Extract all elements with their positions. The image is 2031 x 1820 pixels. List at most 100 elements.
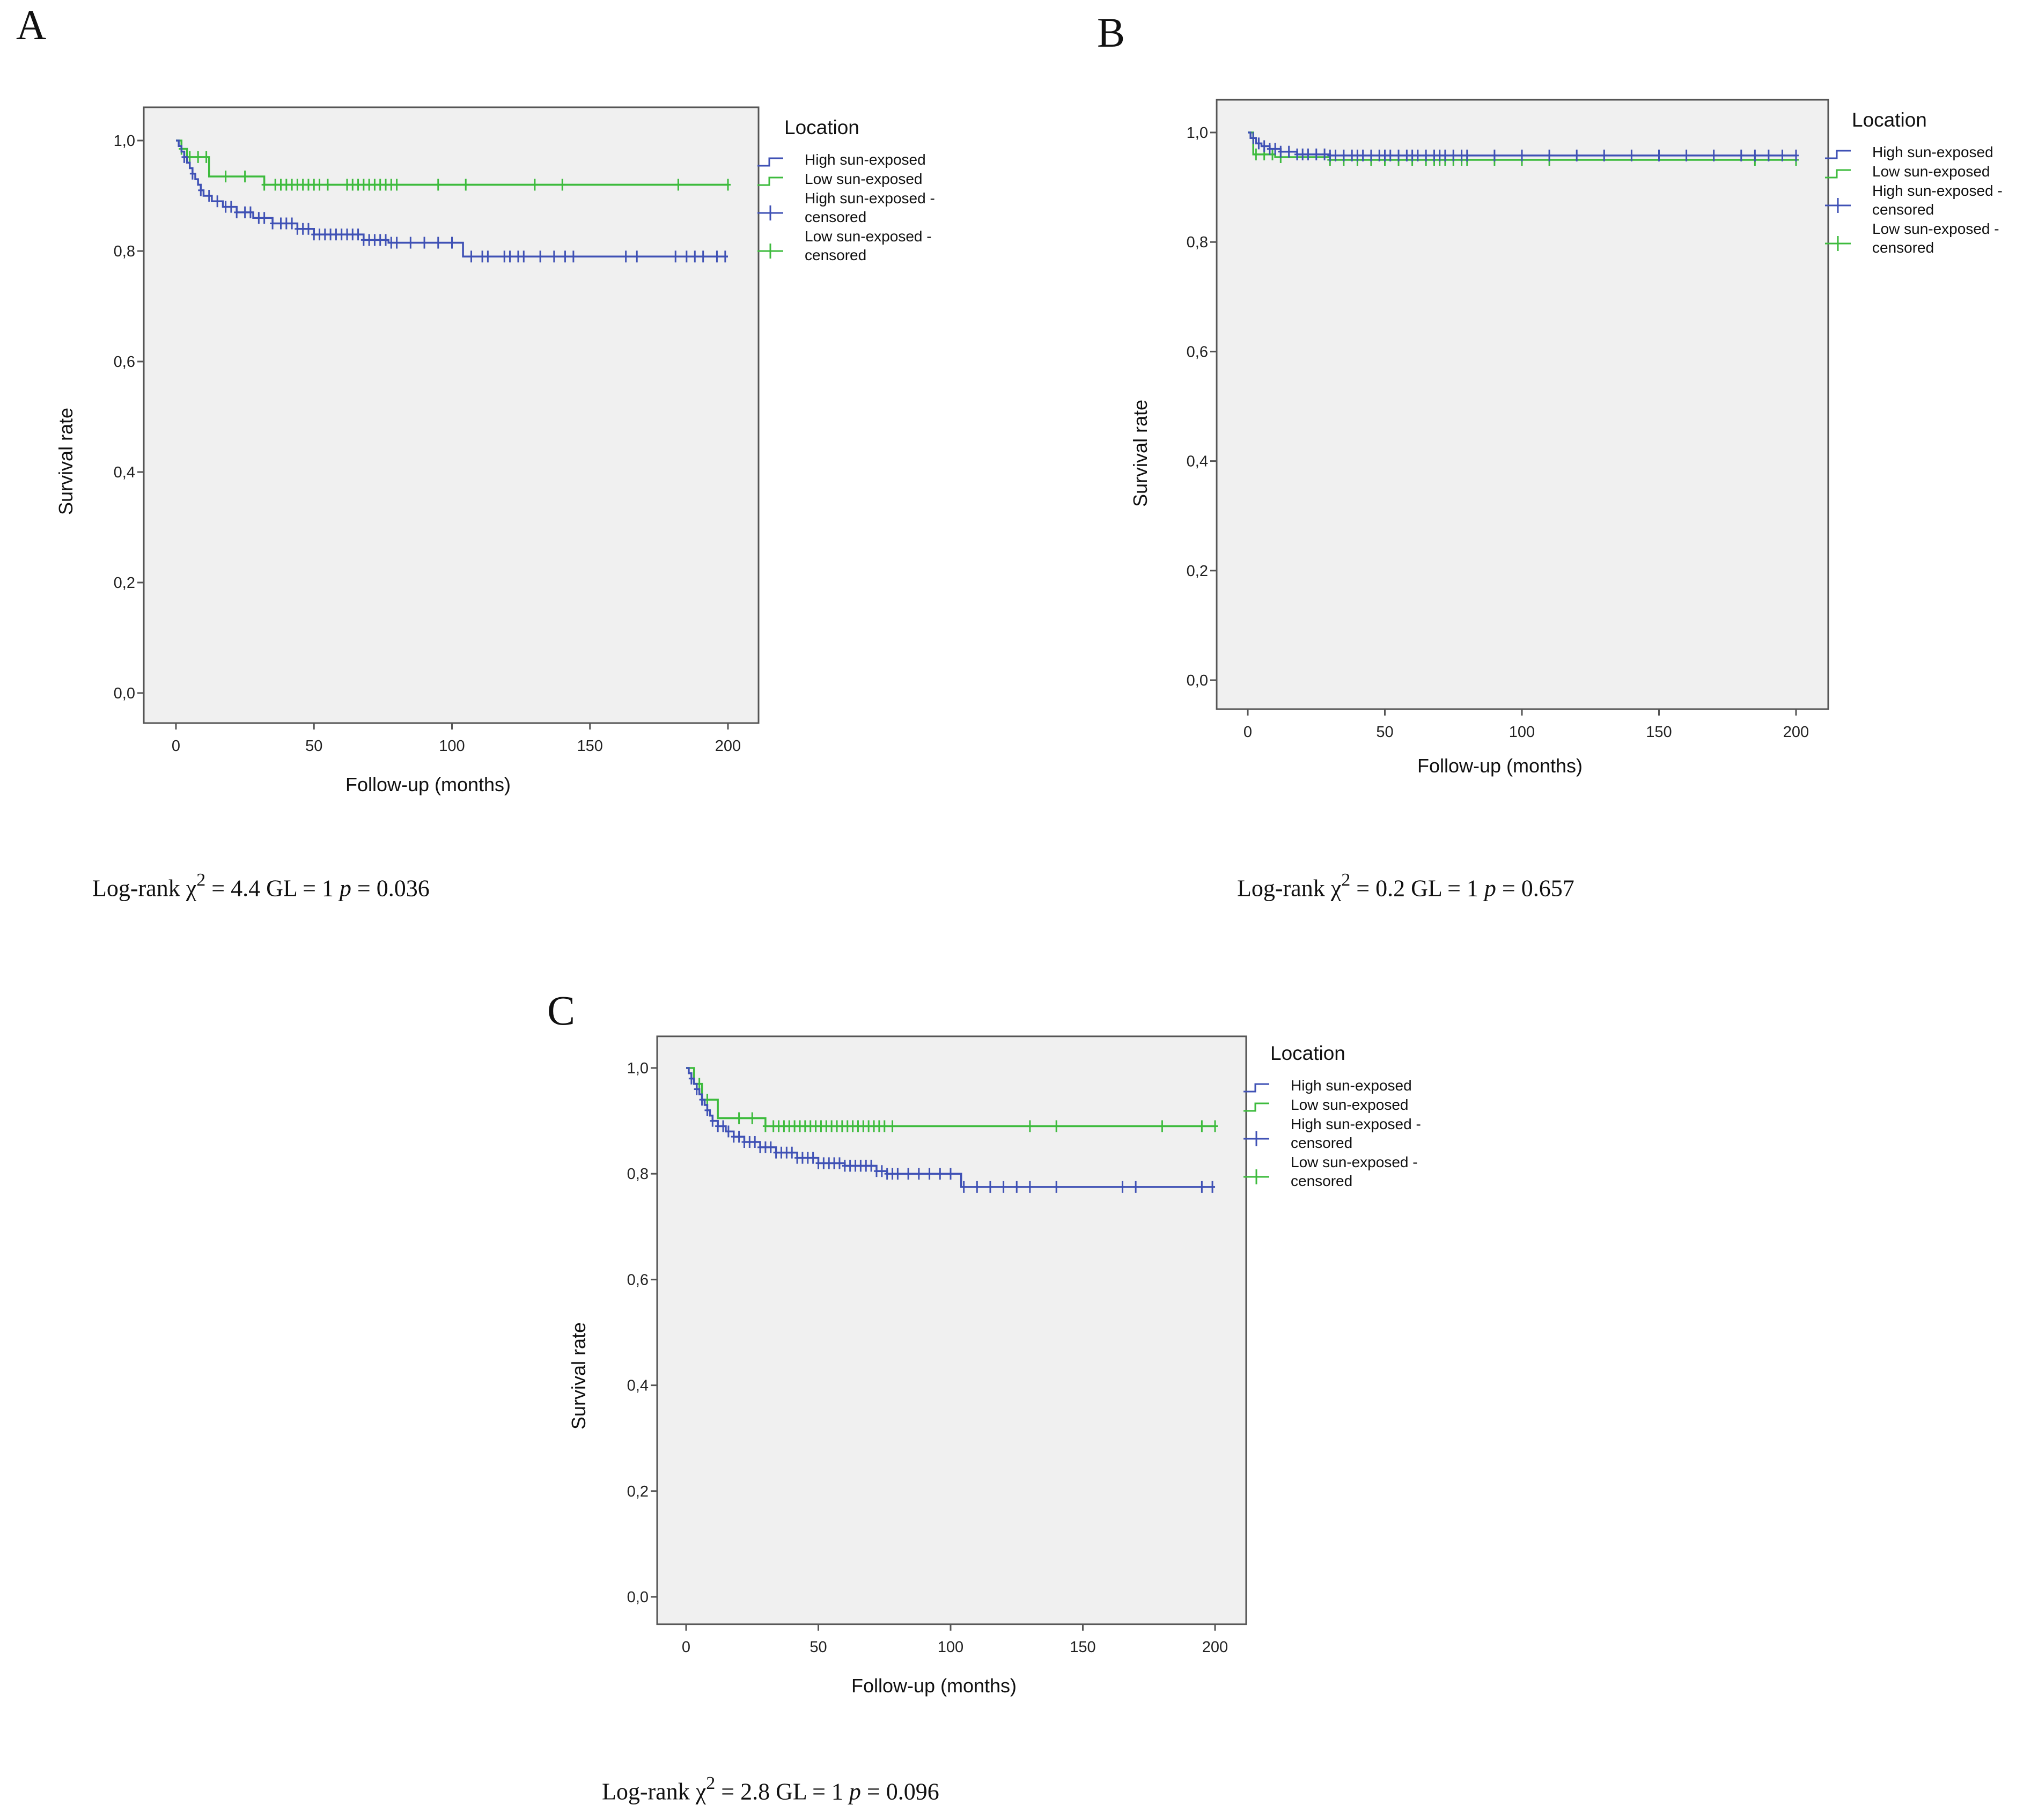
censor-mark-low-a-16 — [325, 179, 330, 191]
censor-mark-high-b-37 — [1601, 149, 1607, 161]
censor-mark-high-a-16 — [295, 223, 300, 235]
legend-title-b: Location — [1852, 109, 1927, 131]
censor-mark-low-b-2 — [1269, 148, 1275, 160]
censor-mark-high-a-15 — [289, 217, 295, 230]
legend-entry-line-a-2-0: High sun-exposed - — [805, 190, 935, 207]
censor-mark-low-c-10 — [797, 1120, 803, 1132]
censor-mark-high-a-17 — [300, 223, 306, 235]
censor-mark-high-c-13 — [757, 1141, 763, 1153]
censor-mark-high-b-21 — [1387, 149, 1393, 161]
censor-mark-low-c-5 — [770, 1120, 776, 1132]
censor-mark-low-c-22 — [860, 1120, 866, 1132]
censor-mark-high-c-14 — [762, 1141, 768, 1153]
censor-mark-high-a-0 — [181, 151, 187, 163]
censor-mark-low-c-25 — [876, 1120, 882, 1132]
censor-mark-high-c-11 — [747, 1136, 753, 1148]
y-tick-label-c-1: 0,2 — [627, 1483, 649, 1500]
censor-mark-high-a-41 — [485, 250, 491, 263]
censor-mark-low-c-7 — [781, 1120, 787, 1132]
censor-mark-low-a-28 — [463, 179, 469, 191]
censor-mark-high-b-14 — [1341, 149, 1346, 161]
legend-symbol-c-1 — [1243, 1102, 1269, 1112]
censor-mark-low-a-18 — [350, 179, 356, 191]
censor-mark-low-c-16 — [829, 1120, 835, 1132]
y-tick-label-c-0: 0,0 — [627, 1589, 649, 1606]
censor-mark-low-a-12 — [300, 179, 306, 191]
censor-mark-high-a-53 — [683, 250, 689, 263]
legend-symbol-b-0 — [1825, 150, 1851, 159]
censor-mark-low-c-18 — [839, 1120, 845, 1132]
censor-mark-high-c-5 — [715, 1120, 721, 1132]
censor-mark-high-a-21 — [322, 229, 328, 241]
legend-entry-line-c-3-0: Low sun-exposed - — [1291, 1154, 1418, 1170]
censor-mark-high-c-28 — [836, 1157, 842, 1169]
censor-mark-high-c-29 — [842, 1160, 848, 1172]
censor-mark-high-c-18 — [784, 1146, 790, 1159]
x-tick-label-c-1: 50 — [810, 1639, 827, 1656]
censor-mark-high-a-20 — [317, 229, 322, 241]
censor-mark-high-a-51 — [634, 250, 640, 263]
y-tick-label-b-2: 0,4 — [1187, 453, 1208, 470]
legend-entry-b-0: High sun-exposed — [1872, 144, 1993, 160]
censor-mark-high-c-48 — [1000, 1181, 1006, 1193]
legend-entry-line-c-3-1: censored — [1291, 1173, 1352, 1189]
censor-mark-high-a-54 — [692, 250, 698, 263]
x-tick-label-b-2: 100 — [1509, 724, 1535, 741]
x-tick-label-b-0: 0 — [1243, 724, 1252, 741]
censor-mark-high-a-22 — [328, 229, 334, 241]
censor-mark-high-b-36 — [1574, 149, 1580, 161]
stat-b-sup: 2 — [1341, 870, 1351, 890]
censor-mark-high-b-13 — [1333, 149, 1338, 161]
legend-entry-a-3: Low sun-exposed - censored — [805, 228, 932, 263]
censor-mark-high-c-7 — [725, 1125, 731, 1138]
legend-symbol-a-1 — [757, 176, 783, 186]
y-tick-label-c-4: 0,8 — [627, 1166, 649, 1183]
censor-mark-high-b-3 — [1267, 143, 1272, 155]
censor-mark-high-c-53 — [1133, 1181, 1139, 1193]
censor-mark-high-c-1 — [694, 1083, 700, 1095]
x-tick-label-c-3: 150 — [1070, 1639, 1095, 1656]
censor-mark-high-a-50 — [623, 250, 629, 263]
panel-letter-b: B — [1097, 9, 1125, 56]
censor-mark-low-b-0 — [1253, 148, 1259, 160]
censor-mark-high-b-29 — [1442, 149, 1448, 161]
censor-mark-low-c-17 — [834, 1120, 840, 1132]
censor-mark-high-c-50 — [1027, 1181, 1033, 1193]
censor-mark-high-c-33 — [863, 1160, 869, 1172]
censor-mark-low-a-26 — [394, 179, 400, 191]
legend-symbol-a-3 — [757, 244, 783, 259]
censor-mark-high-a-26 — [350, 229, 356, 241]
censor-mark-high-b-24 — [1409, 149, 1415, 161]
legend-symbol-c-3 — [1243, 1169, 1269, 1184]
legend-entry-line-c-2-1: censored — [1291, 1134, 1352, 1151]
censor-mark-high-a-1 — [189, 167, 195, 180]
censor-mark-low-c-29 — [1054, 1120, 1059, 1132]
legend-entry-line-c-2-0: High sun-exposed - — [1291, 1116, 1421, 1132]
x-tick-label-c-0: 0 — [682, 1639, 690, 1656]
censor-mark-high-b-5 — [1278, 145, 1284, 158]
legend-symbol-a-2 — [757, 205, 783, 220]
censor-mark-high-a-14 — [283, 217, 289, 230]
y-tick-label-b-3: 0,6 — [1187, 343, 1208, 360]
censor-mark-high-c-40 — [906, 1168, 911, 1180]
legend-title-a: Location — [784, 116, 859, 138]
censor-mark-low-c-15 — [823, 1120, 829, 1132]
legend-entry-a-0: High sun-exposed — [805, 151, 926, 168]
stat-a-suffix: = 0.036 — [351, 875, 430, 902]
censor-mark-high-c-25 — [821, 1157, 827, 1169]
censor-mark-high-c-39 — [895, 1168, 901, 1180]
censor-mark-high-b-32 — [1464, 149, 1470, 161]
censor-mark-high-c-45 — [961, 1181, 967, 1193]
censor-mark-high-a-24 — [338, 229, 344, 241]
censor-mark-high-c-31 — [852, 1160, 858, 1172]
censor-mark-high-a-42 — [502, 250, 507, 263]
legend-entry-line-a-0-0: High sun-exposed — [805, 151, 926, 168]
censor-mark-high-a-4 — [215, 195, 220, 208]
log-rank-stat-b: Log-rank χ2 = 0.2 GL = 1 p = 0.657 — [1237, 870, 1574, 901]
log-rank-stat-a: Log-rank χ2 = 4.4 GL = 1 p = 0.036 — [92, 871, 430, 902]
censor-mark-high-b-15 — [1349, 149, 1355, 161]
legend-entry-line-b-3-0: Low sun-exposed - — [1872, 220, 1999, 237]
